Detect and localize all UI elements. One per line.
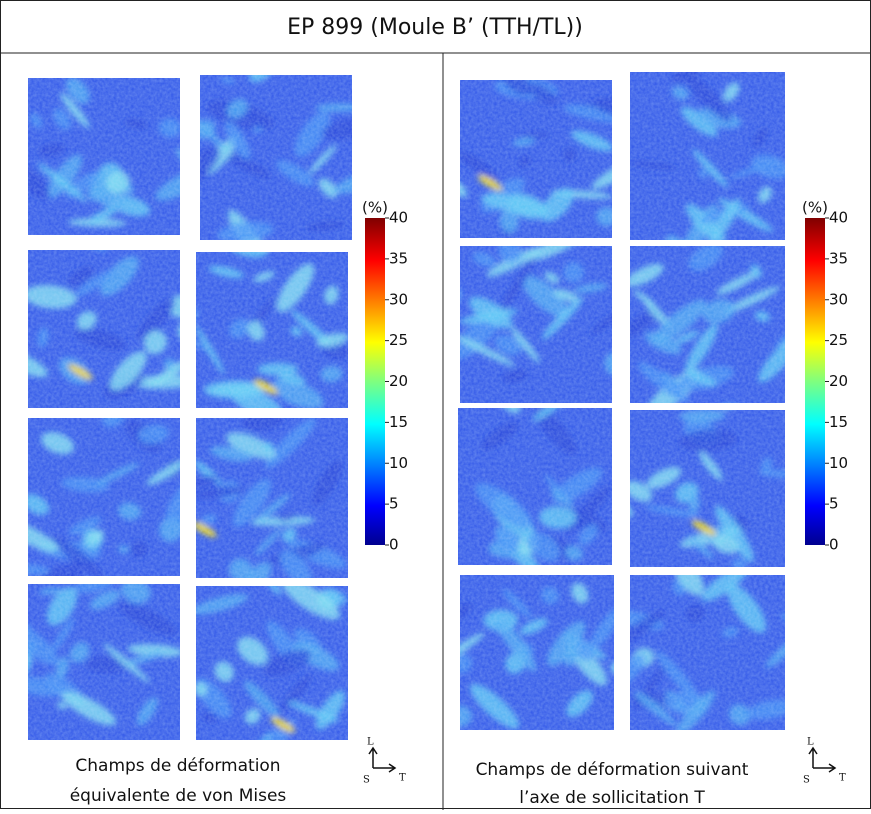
strain-map bbox=[630, 575, 785, 730]
colorbar-unit: (%) bbox=[362, 199, 388, 217]
map-grain bbox=[196, 252, 348, 408]
map-content bbox=[417, 408, 612, 565]
axis-label: T bbox=[839, 773, 846, 784]
colorbar-tick-label: 5 bbox=[389, 495, 399, 513]
colorbar-unit: (%) bbox=[802, 199, 828, 217]
map-content bbox=[630, 246, 785, 403]
strain-map bbox=[196, 252, 348, 408]
map-grain bbox=[28, 584, 180, 740]
strain-map bbox=[200, 75, 352, 240]
map-content bbox=[28, 584, 180, 740]
map-content bbox=[196, 586, 348, 740]
map-content bbox=[630, 72, 785, 240]
axis-label: S bbox=[363, 775, 370, 786]
strain-map bbox=[403, 246, 612, 403]
map-grain bbox=[200, 75, 352, 240]
blob bbox=[417, 452, 455, 501]
colorbar-tick-label: 15 bbox=[389, 413, 408, 431]
colorbar-tick-label: 40 bbox=[829, 209, 848, 227]
colorbar-tick-label: 40 bbox=[389, 209, 408, 227]
caption-line: Champs de déformation bbox=[75, 756, 280, 776]
map-grain bbox=[630, 575, 785, 730]
map-content bbox=[630, 410, 785, 567]
map-grain bbox=[460, 246, 612, 403]
strain-map bbox=[28, 78, 180, 235]
colorbar-tick-label: 0 bbox=[389, 536, 399, 554]
caption-line: l’axe de sollicitation T bbox=[519, 788, 705, 808]
map-grain bbox=[460, 80, 612, 238]
map-content bbox=[200, 75, 352, 240]
map-content bbox=[630, 575, 785, 730]
colorbar-tick-label: 10 bbox=[829, 454, 848, 472]
map-grain bbox=[196, 586, 348, 740]
map-content bbox=[196, 418, 348, 578]
colorbar-tick-label: 30 bbox=[389, 290, 408, 308]
strain-map bbox=[196, 418, 348, 578]
map-grain bbox=[28, 418, 180, 576]
strain-map bbox=[28, 418, 180, 576]
strain-map bbox=[28, 250, 180, 408]
colorbar-tick-label: 25 bbox=[389, 331, 408, 349]
strain-map bbox=[196, 586, 348, 740]
colorbar-tick-label: 25 bbox=[829, 331, 848, 349]
axis-label: L bbox=[367, 737, 374, 748]
strain-map bbox=[630, 410, 785, 567]
strain-map bbox=[460, 80, 612, 238]
map-grain bbox=[630, 72, 785, 240]
colorbar-tick-label: 35 bbox=[389, 249, 408, 267]
axis-arrows bbox=[808, 746, 837, 773]
colorbar-tick-label: 10 bbox=[389, 454, 408, 472]
colorbar-tick-label: 0 bbox=[829, 536, 839, 554]
caption-line: équivalente de von Mises bbox=[70, 786, 287, 806]
map-grain bbox=[196, 418, 348, 578]
strain-map bbox=[417, 408, 612, 565]
colorbar-tick-label: 20 bbox=[389, 372, 408, 390]
map-content bbox=[196, 252, 348, 408]
colorbar-tick-label: 20 bbox=[829, 372, 848, 390]
blob bbox=[781, 613, 785, 650]
strain-map bbox=[630, 246, 785, 403]
caption-line: Champs de déformation suivant bbox=[476, 760, 749, 780]
colorbar bbox=[365, 218, 385, 545]
map-content bbox=[403, 246, 612, 403]
map-grain bbox=[630, 246, 785, 403]
strain-maps bbox=[28, 72, 785, 740]
axis-label: T bbox=[399, 773, 406, 784]
strain-map bbox=[460, 575, 614, 730]
colorbar bbox=[805, 218, 825, 545]
map-content bbox=[28, 418, 180, 576]
map-content bbox=[460, 575, 614, 730]
blob bbox=[403, 284, 458, 345]
map-content bbox=[28, 250, 180, 408]
map-grain bbox=[458, 408, 612, 565]
axis-label: L bbox=[807, 737, 814, 748]
axis-label: S bbox=[803, 775, 810, 786]
map-content bbox=[28, 78, 180, 235]
colorbar-tick-label: 30 bbox=[829, 290, 848, 308]
strain-map bbox=[630, 72, 785, 240]
axis-arrows bbox=[368, 746, 397, 773]
map-grain bbox=[28, 250, 180, 408]
colorbar-tick-label: 35 bbox=[829, 249, 848, 267]
map-grain bbox=[28, 78, 180, 235]
colorbar-tick-label: 15 bbox=[829, 413, 848, 431]
colorbar-tick-label: 5 bbox=[829, 495, 839, 513]
map-grain bbox=[460, 575, 614, 730]
map-content bbox=[460, 80, 612, 238]
strain-map bbox=[28, 584, 180, 740]
title: EP 899 (Moule B’ (TTH/TL)) bbox=[287, 15, 583, 40]
map-grain bbox=[630, 410, 785, 567]
